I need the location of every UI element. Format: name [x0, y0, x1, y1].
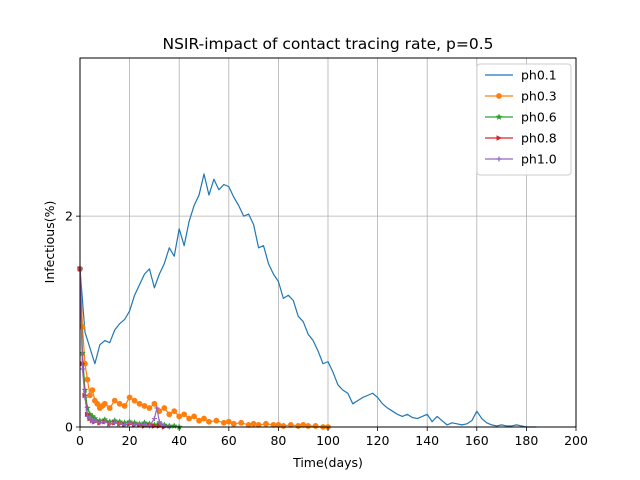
series-ph0-3 [77, 265, 331, 430]
data-point [161, 405, 168, 411]
legend-item: ph0.8 [485, 131, 557, 146]
data-point [97, 420, 103, 426]
x-tick-label: 0 [76, 433, 84, 448]
data-point [213, 417, 220, 424]
x-tick-label: 20 [122, 433, 138, 448]
data-point [151, 416, 157, 422]
data-point [196, 417, 202, 424]
data-point [84, 376, 91, 383]
legend-marker [496, 135, 502, 141]
data-point [106, 405, 113, 411]
legend-marker [496, 93, 502, 99]
data-point [171, 408, 178, 415]
x-tick-label: 120 [366, 433, 390, 448]
legend-marker [495, 113, 503, 120]
data-point [101, 400, 108, 407]
x-tick-label: 200 [564, 433, 588, 448]
legend-item: ph1.0 [485, 152, 557, 167]
series-ph0-1 [79, 173, 537, 428]
axis-ticks: 0 20 40 60 80 100 120 140 160 180 200 0 2 [65, 209, 588, 448]
data-point [181, 411, 188, 418]
x-tick-label: 100 [316, 433, 340, 448]
legend-item: ph0.6 [485, 110, 557, 125]
data-point [107, 421, 113, 427]
legend-marker [496, 156, 502, 162]
data-point [141, 403, 148, 409]
data-point [117, 421, 123, 427]
data-point [131, 397, 138, 404]
x-tick-label: 180 [514, 433, 538, 448]
data-point [166, 411, 173, 418]
data-point [89, 387, 96, 394]
data-point [230, 420, 237, 427]
series-line [79, 173, 537, 428]
data-point [126, 394, 133, 401]
legend-item: ph0.3 [485, 89, 557, 104]
data-point [206, 418, 212, 425]
legend-item: ph0.1 [485, 68, 557, 83]
data-point [94, 400, 101, 407]
data-point [89, 419, 95, 425]
data-point [116, 400, 123, 407]
data-point [225, 418, 232, 425]
data-point [280, 423, 287, 429]
data-point [151, 400, 158, 407]
data-point [250, 420, 257, 427]
data-point [191, 413, 197, 420]
x-tick-label: 40 [171, 433, 187, 448]
data-point [87, 392, 93, 399]
legend: ph0.1 ph0.3 ph0.6 ph0.8 ph1.0 [476, 63, 572, 176]
data-point [176, 413, 183, 420]
legend-label: ph0.6 [521, 110, 557, 125]
data-point [121, 403, 128, 409]
data-point [220, 419, 227, 426]
data-point [201, 415, 207, 422]
legend-label: ph1.0 [521, 152, 557, 167]
x-tick-label: 160 [465, 433, 489, 448]
x-axis-label: Time(days) [292, 455, 363, 470]
data-point [263, 420, 269, 427]
legend-label: ph0.1 [521, 68, 557, 83]
data-point [295, 423, 302, 429]
data-point [146, 405, 153, 411]
data-point [312, 423, 319, 429]
data-point [111, 397, 118, 404]
legend-label: ph0.8 [521, 131, 557, 146]
y-tick-label: 0 [65, 420, 73, 435]
data-point [146, 423, 152, 429]
y-axis-label: Infectious(%) [42, 201, 57, 284]
data-point [156, 419, 162, 425]
chart-title: NSIR-impact of contact tracing rate, p=0… [163, 35, 494, 53]
x-tick-label: 140 [415, 433, 439, 448]
series-layer [76, 173, 537, 430]
data-point [154, 405, 160, 411]
data-point [112, 420, 118, 426]
data-point [92, 418, 98, 424]
y-tick-label: 2 [65, 209, 73, 224]
data-point [127, 420, 133, 426]
data-point [238, 419, 245, 426]
data-point [87, 416, 93, 422]
data-point [170, 422, 178, 429]
data-point [79, 366, 85, 372]
data-point [305, 423, 312, 429]
legend-label: ph0.3 [521, 89, 557, 104]
data-point [83, 404, 91, 412]
x-tick-label: 80 [270, 433, 286, 448]
data-point [186, 415, 193, 422]
data-point [161, 423, 167, 429]
data-point [136, 400, 143, 407]
data-point [137, 421, 143, 427]
legend-box [476, 63, 572, 176]
data-point [102, 419, 108, 425]
x-tick-label: 60 [221, 433, 237, 448]
data-point [82, 394, 88, 400]
